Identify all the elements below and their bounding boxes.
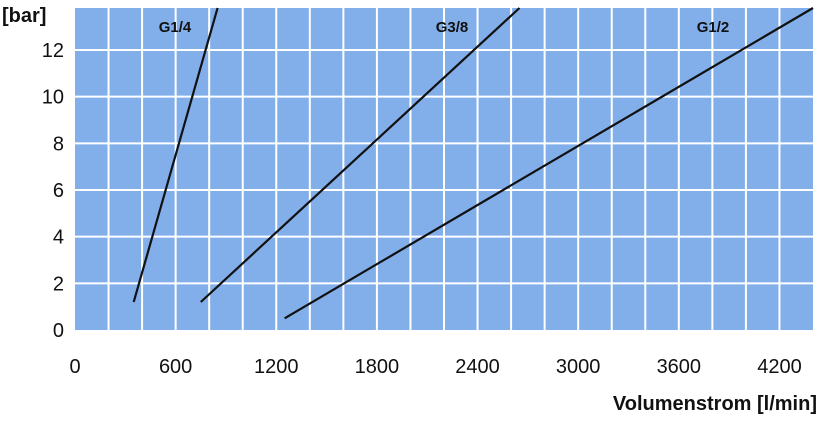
series-labels: G1/4 G3/8 G1/2 [159,19,730,36]
series-lines [132,7,814,320]
y-tick-label: 4 [53,227,64,249]
y-tick-label: 2 [53,273,64,295]
x-tick-label: 600 [159,356,192,378]
y-tick-label: 10 [42,87,64,109]
x-tick-label: 1800 [355,356,400,378]
tick-labels: 0 2 4 6 8 10 12 0 600 1200 1800 2400 3000 3600 4200 [42,40,802,378]
y-axis-label: [bar] [2,5,46,27]
series-label: G3/8 [436,19,469,36]
x-tick-label: 4200 [757,356,802,378]
series-line-g3-8 [200,7,521,303]
x-tick-label: 2400 [455,356,500,378]
x-tick-label: 1200 [254,356,299,378]
x-axis-label: Volumenstrom [l/min] [613,393,817,415]
y-tick-label: 12 [42,40,64,62]
x-tick-label: 3000 [556,356,601,378]
y-tick-label: 8 [53,133,64,155]
y-tick-label: 6 [53,180,64,202]
x-tick-label: 0 [69,356,80,378]
gridlines [75,8,813,330]
series-label: G1/4 [159,19,192,36]
x-tick-label: 3600 [657,356,702,378]
series-label: G1/2 [697,19,730,36]
series-line-g1-2 [284,7,814,320]
series-line-g1-4 [132,7,219,303]
y-tick-label: 0 [53,320,64,342]
